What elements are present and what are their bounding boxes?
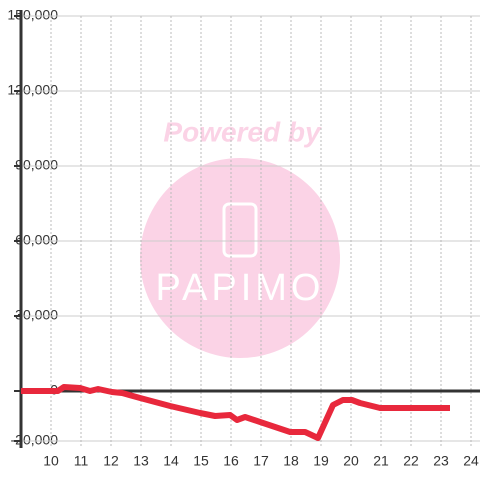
x-tick-label: 19 bbox=[313, 453, 329, 469]
watermark-icon bbox=[222, 202, 258, 258]
x-tick-label: 18 bbox=[283, 453, 299, 469]
x-tick-label: 15 bbox=[193, 453, 209, 469]
x-tick-label: 24 bbox=[463, 453, 479, 469]
watermark-text: Powered by bbox=[163, 116, 322, 147]
watermark-circle bbox=[140, 158, 340, 358]
x-tick-label: 20 bbox=[343, 453, 359, 469]
x-tick-label: 16 bbox=[223, 453, 239, 469]
x-tick-label: 23 bbox=[433, 453, 449, 469]
x-tick-label: 12 bbox=[103, 453, 119, 469]
watermark-logo: PAPIMO bbox=[156, 267, 325, 309]
y-tick-label: 90,000 bbox=[15, 157, 58, 173]
x-tick-label: 13 bbox=[133, 453, 149, 469]
x-tick-label: 21 bbox=[373, 453, 389, 469]
x-tick-label: 10 bbox=[43, 453, 59, 469]
x-tick-label: 14 bbox=[163, 453, 179, 469]
x-tick-label: 11 bbox=[74, 453, 89, 469]
x-tick-label: 17 bbox=[253, 453, 269, 469]
x-tick-label: 22 bbox=[403, 453, 419, 469]
y-tick-label: 30,000 bbox=[15, 307, 58, 323]
data-line bbox=[21, 384, 450, 441]
y-tick-label: 60,000 bbox=[15, 232, 58, 248]
